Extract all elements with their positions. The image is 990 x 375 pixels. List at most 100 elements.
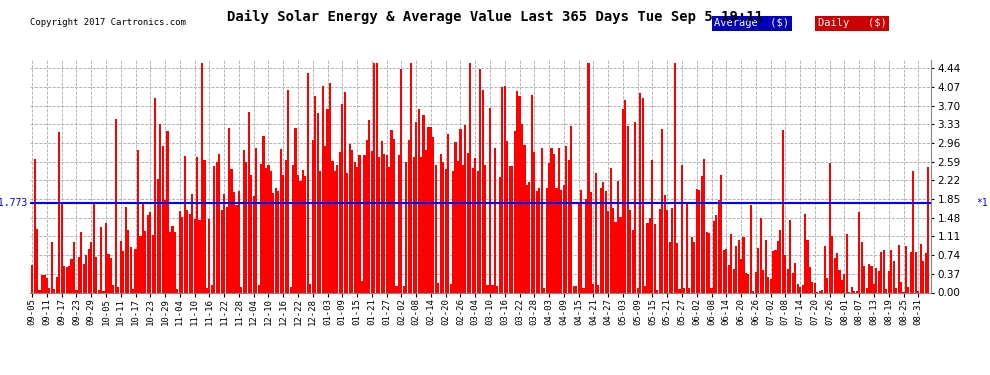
- Bar: [201, 63, 203, 292]
- Bar: [60, 203, 62, 292]
- Bar: [683, 288, 685, 292]
- Bar: [637, 288, 639, 292]
- Bar: [642, 98, 644, 292]
- Bar: [277, 190, 279, 292]
- Bar: [420, 157, 422, 292]
- Bar: [348, 144, 350, 292]
- Bar: [398, 155, 400, 292]
- Bar: [88, 249, 90, 292]
- Bar: [267, 165, 269, 292]
- Bar: [208, 219, 211, 292]
- Bar: [184, 156, 186, 292]
- Bar: [570, 126, 572, 292]
- Bar: [329, 83, 331, 292]
- Bar: [93, 203, 95, 292]
- Bar: [555, 188, 557, 292]
- Bar: [516, 91, 518, 292]
- Bar: [169, 232, 171, 292]
- Bar: [762, 270, 764, 292]
- Bar: [494, 148, 496, 292]
- Bar: [471, 168, 474, 292]
- Bar: [489, 108, 491, 292]
- Bar: [433, 137, 435, 292]
- Bar: [449, 284, 451, 292]
- Bar: [868, 264, 870, 292]
- Bar: [491, 285, 493, 292]
- Bar: [782, 130, 784, 292]
- Bar: [617, 181, 619, 292]
- Bar: [257, 285, 259, 292]
- Bar: [371, 152, 373, 292]
- Bar: [83, 264, 85, 292]
- Bar: [711, 288, 713, 292]
- Bar: [132, 289, 134, 292]
- Bar: [666, 210, 668, 292]
- Bar: [870, 266, 872, 292]
- Bar: [388, 167, 390, 292]
- Bar: [511, 166, 513, 292]
- Bar: [562, 186, 565, 292]
- Bar: [787, 269, 789, 292]
- Bar: [649, 218, 651, 292]
- Bar: [738, 240, 740, 292]
- Bar: [653, 224, 656, 292]
- Bar: [827, 278, 829, 292]
- Bar: [529, 182, 531, 292]
- Bar: [676, 243, 678, 292]
- Bar: [900, 282, 902, 292]
- Bar: [120, 242, 122, 292]
- Bar: [231, 169, 233, 292]
- Bar: [863, 266, 865, 292]
- Bar: [922, 261, 925, 292]
- Bar: [272, 192, 274, 292]
- Bar: [905, 246, 907, 292]
- Bar: [686, 204, 688, 292]
- Bar: [925, 253, 927, 292]
- Bar: [149, 211, 151, 292]
- Bar: [577, 204, 580, 292]
- Bar: [241, 287, 243, 292]
- Bar: [895, 288, 897, 292]
- Bar: [127, 230, 130, 292]
- Text: Average  ($): Average ($): [715, 18, 789, 28]
- Bar: [812, 282, 814, 292]
- Bar: [804, 213, 806, 292]
- Bar: [777, 241, 779, 292]
- Bar: [878, 271, 880, 292]
- Bar: [218, 154, 221, 292]
- Bar: [142, 202, 144, 292]
- Bar: [65, 267, 67, 292]
- Bar: [137, 150, 139, 292]
- Bar: [635, 123, 637, 292]
- Bar: [122, 251, 125, 292]
- Bar: [799, 286, 801, 292]
- Bar: [405, 162, 407, 292]
- Bar: [255, 148, 257, 292]
- Bar: [233, 192, 235, 292]
- Bar: [625, 100, 627, 292]
- Bar: [287, 90, 289, 292]
- Bar: [822, 290, 824, 292]
- Bar: [888, 272, 890, 292]
- Bar: [462, 165, 464, 292]
- Bar: [865, 288, 867, 292]
- Bar: [630, 210, 632, 292]
- Bar: [592, 284, 594, 292]
- Bar: [858, 212, 860, 292]
- Bar: [342, 104, 344, 292]
- Bar: [893, 261, 895, 292]
- Bar: [836, 253, 839, 292]
- Bar: [548, 163, 550, 292]
- Bar: [324, 146, 326, 292]
- Bar: [809, 267, 811, 292]
- Bar: [80, 232, 82, 292]
- Bar: [661, 129, 663, 292]
- Bar: [757, 248, 759, 292]
- Bar: [112, 285, 115, 292]
- Bar: [733, 269, 735, 292]
- Bar: [147, 215, 148, 292]
- Bar: [171, 226, 173, 292]
- Bar: [501, 87, 503, 292]
- Bar: [459, 129, 461, 292]
- Bar: [140, 236, 142, 292]
